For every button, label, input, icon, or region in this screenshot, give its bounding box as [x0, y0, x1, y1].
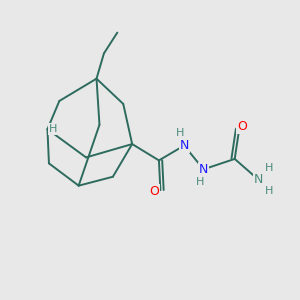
Text: H: H — [176, 128, 184, 138]
Text: H: H — [265, 164, 273, 173]
Text: N: N — [254, 173, 263, 186]
Text: N: N — [199, 163, 208, 176]
Text: H: H — [265, 186, 273, 196]
Text: O: O — [237, 120, 247, 133]
Text: O: O — [149, 185, 159, 198]
Text: H: H — [49, 124, 57, 134]
Text: N: N — [179, 139, 189, 152]
Text: H: H — [196, 177, 204, 187]
